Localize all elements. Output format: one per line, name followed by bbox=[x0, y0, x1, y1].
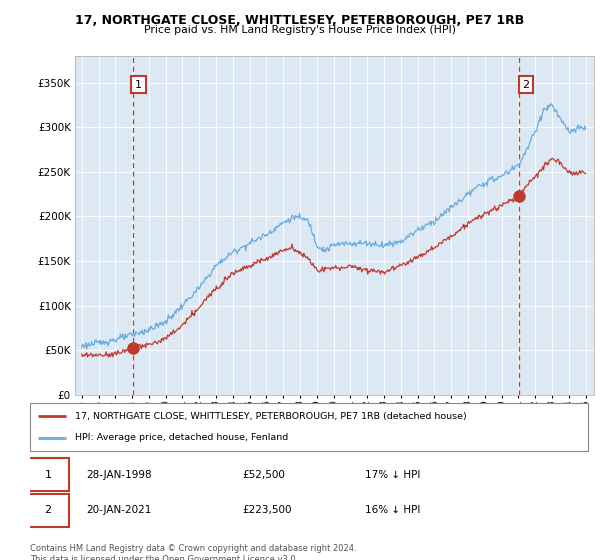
FancyBboxPatch shape bbox=[30, 403, 588, 451]
Text: 17, NORTHGATE CLOSE, WHITTLESEY, PETERBOROUGH, PE7 1RB: 17, NORTHGATE CLOSE, WHITTLESEY, PETERBO… bbox=[76, 14, 524, 27]
Text: £52,500: £52,500 bbox=[242, 470, 285, 480]
Text: £223,500: £223,500 bbox=[242, 505, 292, 515]
Text: HPI: Average price, detached house, Fenland: HPI: Average price, detached house, Fenl… bbox=[74, 433, 288, 442]
Text: 28-JAN-1998: 28-JAN-1998 bbox=[86, 470, 151, 480]
Text: 16% ↓ HPI: 16% ↓ HPI bbox=[365, 505, 420, 515]
Text: 17, NORTHGATE CLOSE, WHITTLESEY, PETERBOROUGH, PE7 1RB (detached house): 17, NORTHGATE CLOSE, WHITTLESEY, PETERBO… bbox=[74, 412, 466, 421]
Text: Price paid vs. HM Land Registry's House Price Index (HPI): Price paid vs. HM Land Registry's House … bbox=[144, 25, 456, 35]
Text: 1: 1 bbox=[44, 470, 52, 480]
Text: 2: 2 bbox=[44, 505, 52, 515]
FancyBboxPatch shape bbox=[27, 494, 69, 527]
Text: 17% ↓ HPI: 17% ↓ HPI bbox=[365, 470, 420, 480]
Text: 20-JAN-2021: 20-JAN-2021 bbox=[86, 505, 151, 515]
Text: 1: 1 bbox=[135, 80, 142, 90]
FancyBboxPatch shape bbox=[27, 458, 69, 492]
Text: 2: 2 bbox=[523, 80, 530, 90]
Text: Contains HM Land Registry data © Crown copyright and database right 2024.
This d: Contains HM Land Registry data © Crown c… bbox=[30, 544, 356, 560]
